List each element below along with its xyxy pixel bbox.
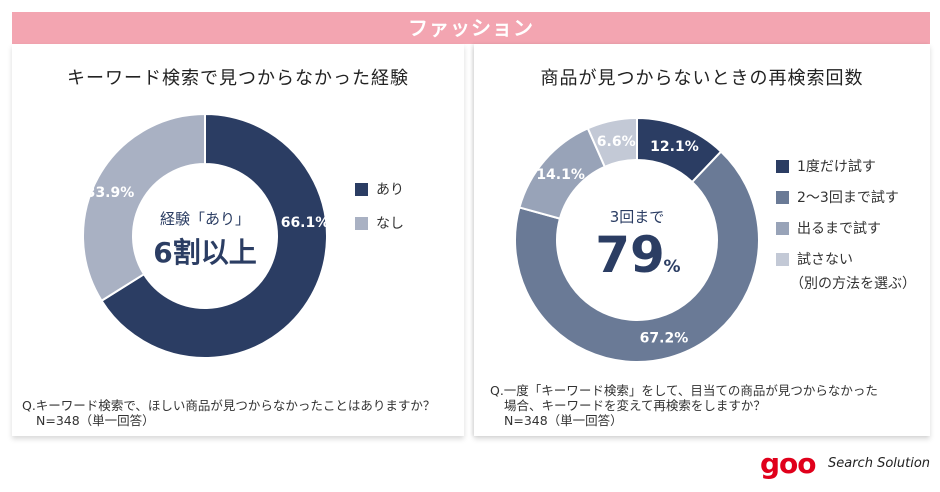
question-text: Q.一度「キーワード検索」をして、目当ての商品が見つからなかった [490, 383, 878, 398]
legend-item: なし [355, 213, 404, 233]
legend-label: 1度だけ試す [797, 159, 876, 175]
slice-label: 14.1% [536, 167, 585, 183]
legend-swatch [776, 252, 789, 266]
donut-slice-1 [100, 112, 328, 359]
slice-label: 67.2% [640, 330, 689, 346]
legend-swatch [355, 182, 368, 196]
sample-size: N=348（単一回答） [36, 413, 155, 428]
right-question: Q.一度「キーワード検索」をして、目当ての商品が見つからなかった 場合、キーワー… [490, 383, 878, 428]
legend-item: 試さない [776, 249, 853, 269]
legend-item: 出るまで試す [776, 218, 881, 238]
right-chart-title: 商品が見つからないときの再検索回数 [540, 68, 864, 89]
category-banner: ファッション [12, 12, 930, 44]
legend-label: 2〜3回まで試す [797, 190, 899, 206]
question-text: Q.キーワード検索で、ほしい商品が見つからなかったことはありますか？ [22, 398, 436, 413]
legend-swatch [776, 221, 789, 235]
donut-slice-2 [514, 150, 760, 363]
slice-label: 33.9% [86, 185, 135, 201]
legend-swatch [776, 190, 789, 204]
legend-label: 出るまで試す [797, 221, 881, 237]
right-center-label: 3回まで [610, 208, 665, 226]
sample-size: N=348（単一回答） [504, 413, 623, 428]
legend-item: 1度だけ試す [776, 156, 876, 176]
legend-label: あり [376, 182, 404, 198]
legend-swatch [355, 216, 368, 230]
question-text: 場合、キーワードを変えて再検索をしますか？ [504, 398, 766, 413]
left-center-value: 6割以上 [153, 236, 256, 269]
left-chart-title: キーワード検索で見つからなかった経験 [67, 68, 409, 89]
logo-tagline: Search Solution [828, 456, 931, 471]
goo-logo: goo [760, 447, 817, 480]
left-question: Q.キーワード検索で、ほしい商品が見つからなかったことはありますか？ N=348… [22, 398, 435, 428]
legend-item: 2〜3回まで試す [776, 187, 899, 207]
slice-label: 6.6% [597, 134, 636, 150]
legend-swatch [776, 159, 789, 173]
slice-label: 66.1% [281, 215, 330, 231]
right-center-unit: % [663, 257, 680, 277]
legend-item: あり [355, 179, 404, 199]
left-center-label: 経験「あり」 [160, 210, 250, 228]
right-center-value: 79 [595, 226, 665, 284]
legend-note: （別の方法を選ぶ） [790, 276, 916, 292]
legend-label: なし [376, 216, 404, 232]
slice-label: 12.1% [650, 139, 699, 155]
donut-slice-2 [82, 112, 206, 303]
legend-label: 試さない [797, 252, 853, 268]
donut-slice-4 [586, 116, 638, 169]
